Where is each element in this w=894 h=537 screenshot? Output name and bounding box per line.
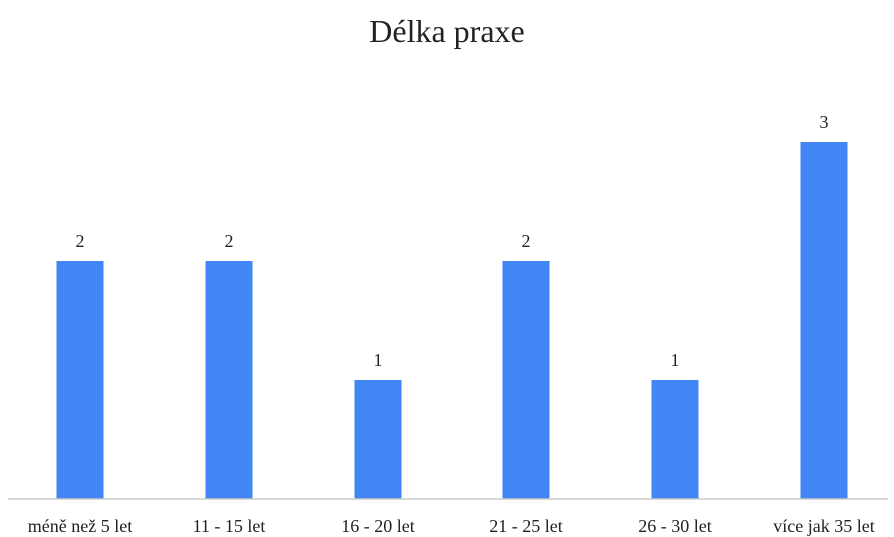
x-tick-label-2: 16 - 20 let [341, 516, 415, 536]
bar-5 [800, 142, 848, 499]
data-label-4: 1 [671, 350, 680, 370]
data-label-5: 3 [820, 112, 829, 132]
bar-2 [354, 380, 402, 499]
data-label-0: 2 [76, 231, 85, 251]
x-tick-label-3: 21 - 25 let [489, 516, 563, 536]
x-tick-label-4: 26 - 30 let [638, 516, 712, 536]
bar-4 [651, 380, 699, 499]
data-label-2: 1 [374, 350, 383, 370]
x-tick-label-5: více jak 35 let [773, 516, 874, 536]
x-tick-labels-group: méně než 5 let 11 - 15 let 16 - 20 let 21 -… [28, 516, 875, 536]
bars-group [56, 142, 848, 499]
chart-title: Délka praxe [369, 13, 524, 49]
x-tick-label-1: 11 - 15 let [193, 516, 266, 536]
bar-0 [56, 261, 104, 499]
bar-3 [502, 261, 550, 499]
bar-1 [205, 261, 253, 499]
x-tick-label-0: méně než 5 let [28, 516, 132, 536]
data-labels-group: 2 2 1 2 1 3 [76, 112, 829, 370]
data-label-3: 2 [522, 231, 531, 251]
data-label-1: 2 [225, 231, 234, 251]
